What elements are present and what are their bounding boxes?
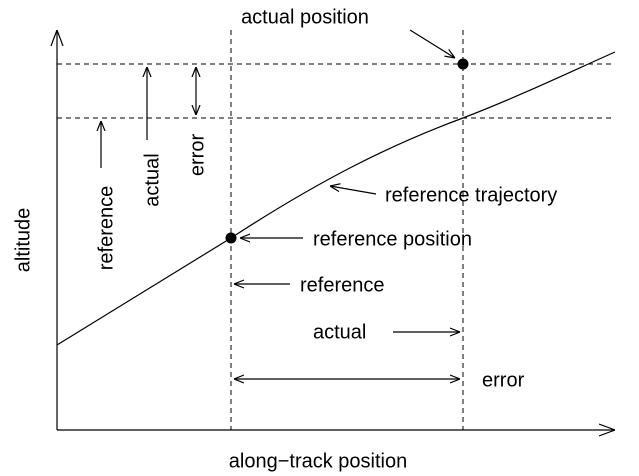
x-axis-label: along−track position <box>229 450 407 472</box>
reference-trajectory <box>56 51 616 346</box>
label: actual <box>313 321 366 343</box>
label: actual <box>141 153 163 206</box>
label: reference position <box>313 228 472 250</box>
label: reference trajectory <box>385 184 557 206</box>
label: reference <box>300 274 385 296</box>
actual-point <box>457 58 469 70</box>
arrow <box>409 29 455 58</box>
label: reference <box>95 186 117 271</box>
reference-point <box>225 232 237 244</box>
label: actual position <box>241 6 369 28</box>
label: error <box>482 369 525 391</box>
y-axis-label: altitude <box>12 208 34 273</box>
arrow <box>330 186 377 195</box>
label: error <box>186 134 208 177</box>
